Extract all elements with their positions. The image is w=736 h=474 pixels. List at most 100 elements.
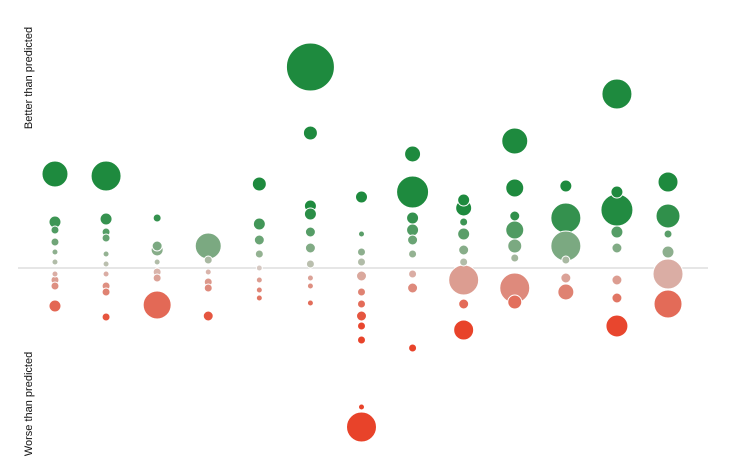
bubble	[505, 178, 525, 198]
bubble	[600, 193, 634, 227]
bubble	[252, 217, 266, 231]
bubble	[50, 281, 60, 291]
bubble	[302, 125, 318, 141]
bubble	[408, 343, 418, 353]
bubble	[51, 270, 59, 278]
bubble	[306, 282, 314, 290]
bubble	[253, 234, 265, 246]
bubble	[505, 220, 525, 240]
bubble	[101, 312, 111, 322]
bubble	[611, 274, 623, 286]
bubble	[99, 212, 113, 226]
bubble	[90, 160, 122, 192]
bubble	[357, 335, 366, 345]
bubble	[550, 202, 582, 234]
bubble	[152, 213, 162, 223]
bubble	[355, 190, 368, 204]
bubble	[560, 272, 572, 284]
bubble	[652, 258, 684, 290]
bubble	[663, 229, 673, 239]
bubble	[611, 292, 623, 304]
bubble	[404, 145, 422, 163]
bubble	[50, 225, 60, 235]
bubble	[358, 230, 365, 238]
bubble	[501, 127, 529, 155]
bubble	[605, 314, 629, 338]
bubble	[194, 232, 222, 260]
bubble	[407, 234, 419, 246]
bubble	[102, 250, 110, 258]
bubble	[661, 245, 675, 259]
bubble	[306, 274, 314, 282]
bubble	[611, 242, 623, 254]
bubble	[655, 203, 681, 229]
bubble	[453, 319, 475, 341]
bubble	[559, 179, 573, 193]
bubble	[48, 299, 62, 313]
bubble	[406, 211, 420, 225]
bubble	[357, 299, 366, 309]
bubble	[396, 175, 430, 209]
bubble	[102, 270, 110, 278]
y-label-bottom: Worse than predicted	[23, 352, 35, 456]
bubble	[203, 255, 213, 265]
bubble	[459, 217, 469, 227]
bubble	[305, 259, 315, 269]
bubble	[151, 240, 163, 252]
bubble	[557, 283, 575, 301]
bubble	[346, 411, 377, 443]
bubble	[254, 249, 264, 259]
bubble	[458, 298, 470, 310]
bubble	[561, 255, 571, 265]
bubble	[507, 294, 523, 310]
bubble	[610, 185, 624, 199]
bubble	[255, 264, 263, 272]
bubble	[101, 287, 111, 297]
bubble	[357, 321, 366, 331]
bubble	[142, 290, 172, 320]
bubble	[448, 264, 480, 296]
bubble	[457, 193, 471, 207]
bubble	[255, 276, 263, 284]
bubble	[202, 310, 214, 322]
bubble	[407, 282, 419, 294]
bubble	[459, 257, 469, 267]
bubble	[304, 226, 316, 238]
bubble	[458, 244, 470, 256]
bubble	[306, 299, 314, 307]
bubble	[357, 257, 366, 267]
bubble	[356, 270, 367, 282]
bubble	[406, 223, 420, 237]
bubble	[153, 258, 161, 266]
bubble	[356, 310, 367, 322]
bubble	[358, 403, 365, 411]
bubble	[255, 286, 263, 294]
bubble	[152, 273, 162, 283]
bubble	[357, 287, 366, 297]
bubble	[357, 247, 366, 257]
bubble	[303, 207, 317, 221]
bubble	[610, 225, 624, 239]
bubbles	[41, 42, 684, 443]
bubble	[601, 78, 633, 110]
bubble	[204, 268, 212, 276]
bubble	[41, 160, 69, 188]
bubble	[408, 269, 418, 279]
bubble	[657, 171, 679, 193]
y-label-top: Better than predicted	[23, 27, 35, 129]
bubble	[285, 42, 335, 92]
bubble	[255, 294, 263, 302]
bubble	[408, 249, 418, 259]
bubble	[50, 237, 60, 247]
bubble	[51, 258, 59, 266]
bubble	[251, 176, 267, 192]
bubble	[51, 248, 59, 256]
bubble	[101, 233, 111, 243]
bubble	[304, 242, 316, 254]
bubble	[509, 210, 521, 222]
bubble	[203, 283, 213, 293]
bubble	[510, 253, 520, 263]
bubble	[102, 260, 110, 268]
bubble	[457, 227, 471, 241]
